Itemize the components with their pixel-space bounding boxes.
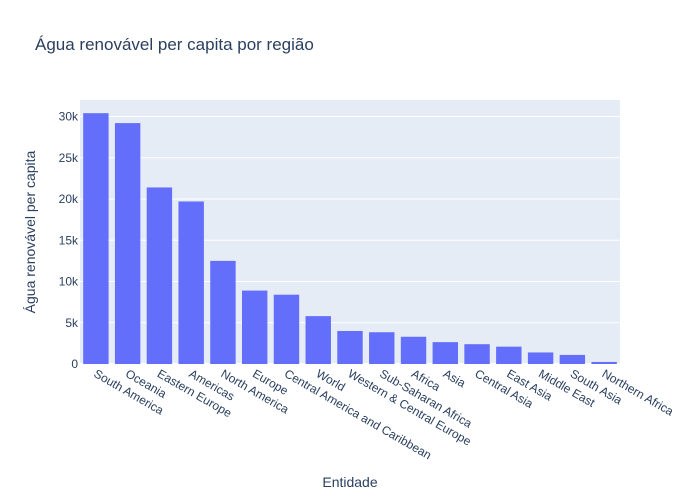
bar[interactable] <box>369 332 395 364</box>
bar[interactable] <box>210 260 236 364</box>
bars <box>83 113 617 364</box>
bar[interactable] <box>114 123 141 364</box>
y-tick-label: 20k <box>59 192 79 206</box>
bar[interactable] <box>527 352 554 364</box>
bar[interactable] <box>178 201 204 364</box>
bar[interactable] <box>337 331 363 364</box>
y-tick-label: 30k <box>59 110 79 124</box>
bar[interactable] <box>83 113 109 364</box>
bar[interactable] <box>146 187 173 364</box>
y-tick-label: 5k <box>65 316 79 330</box>
y-tick-label: 15k <box>59 233 79 247</box>
y-axis-title: Água renovável per capita <box>22 150 38 313</box>
bar[interactable] <box>242 290 268 364</box>
x-tick-label: Asia <box>441 366 468 390</box>
y-tick-label: 0 <box>71 357 78 371</box>
y-axis-ticks: 0 5k 10k 15k 20k 25k 30k <box>59 110 79 372</box>
x-axis-title: Entidade <box>322 474 377 490</box>
bar[interactable] <box>432 342 458 364</box>
bar[interactable] <box>591 361 617 364</box>
chart-title: Água renovável per capita por região <box>35 35 314 54</box>
bar[interactable] <box>464 344 490 364</box>
bar[interactable] <box>496 346 522 364</box>
bar[interactable] <box>400 336 427 364</box>
y-tick-label: 10k <box>59 275 79 289</box>
bar[interactable] <box>273 294 300 364</box>
bar[interactable] <box>305 316 331 364</box>
y-tick-label: 25k <box>59 151 79 165</box>
bar[interactable] <box>559 354 586 364</box>
